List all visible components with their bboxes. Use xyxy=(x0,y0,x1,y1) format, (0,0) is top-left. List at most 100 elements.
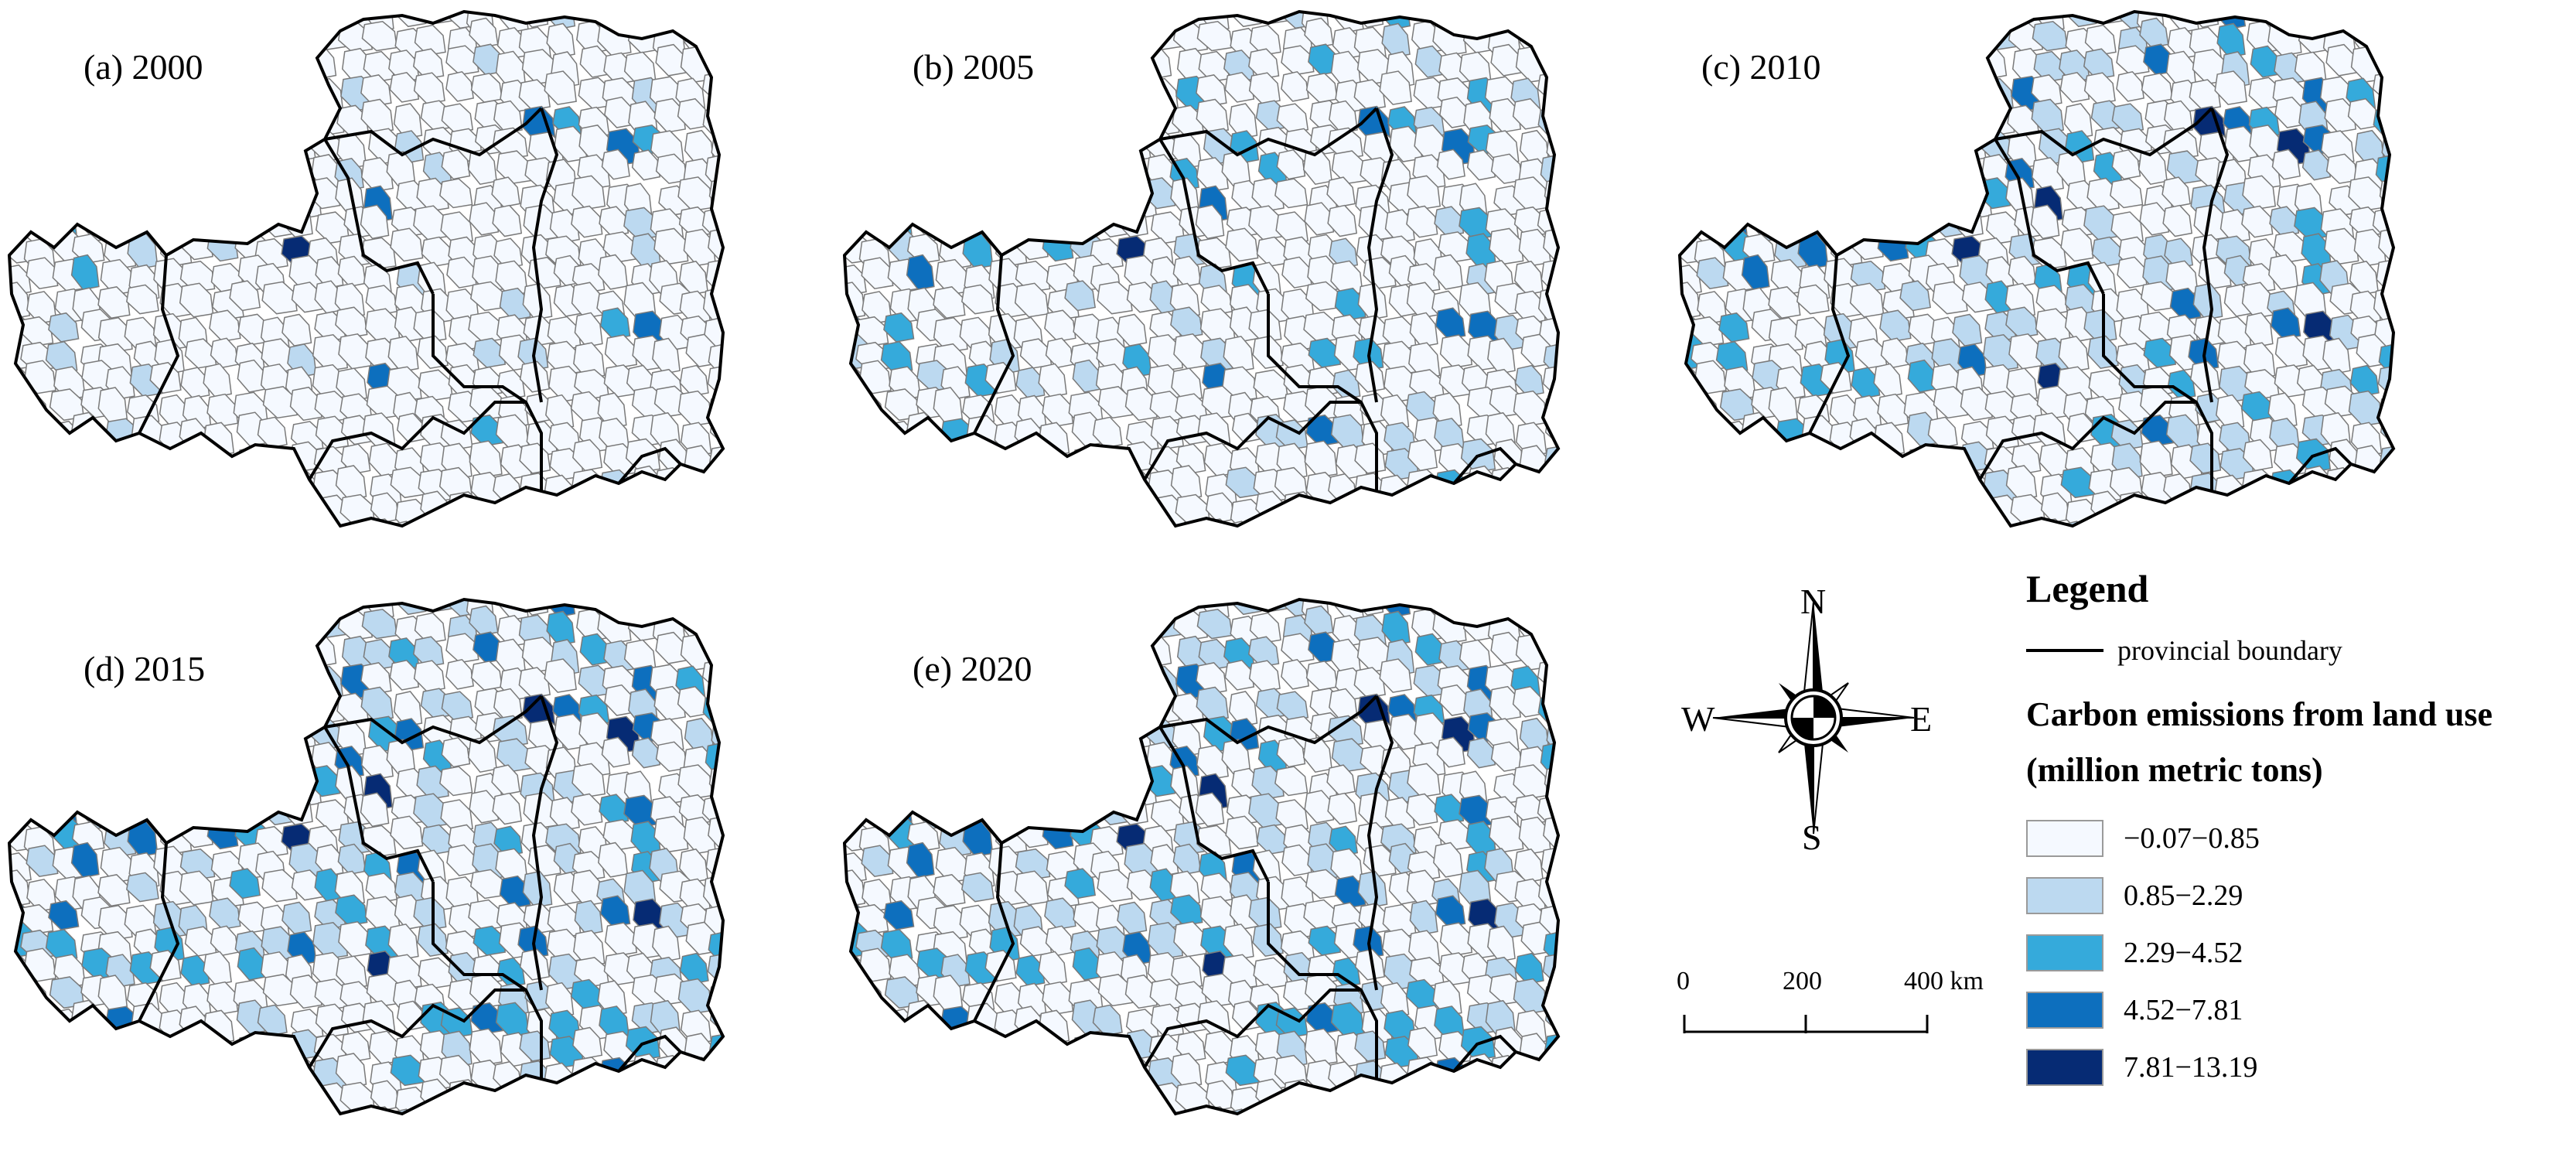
county-cell xyxy=(257,78,293,114)
county-cell xyxy=(1357,870,1388,908)
county-cell xyxy=(1015,12,1048,35)
emissions-title-line2: (million metric tons) xyxy=(2026,751,2323,789)
county-cell xyxy=(2375,12,2393,30)
county-cell xyxy=(416,765,449,800)
county-cell xyxy=(1408,342,1441,380)
county-cell xyxy=(1752,549,1786,557)
county-cell xyxy=(732,98,763,132)
county-cell xyxy=(206,12,238,32)
provincial-boundary xyxy=(1143,401,1361,481)
county-cell xyxy=(738,1081,765,1117)
county-cell xyxy=(985,473,1017,504)
county-cell xyxy=(1568,818,1595,852)
county-cell xyxy=(1537,1108,1558,1114)
county-cell xyxy=(9,389,29,426)
county-cell xyxy=(1043,550,1076,557)
county-cell xyxy=(1846,204,1878,237)
county-cell xyxy=(1466,737,1496,769)
county-cell xyxy=(2196,521,2226,526)
county-cell xyxy=(880,599,913,620)
county-cell xyxy=(886,719,918,753)
county-cell xyxy=(413,72,445,104)
county-cell xyxy=(9,977,29,1014)
county-cell xyxy=(859,1003,894,1034)
county-cell xyxy=(2005,306,2039,339)
county-cell xyxy=(1934,548,1967,557)
county-cell xyxy=(9,1002,23,1040)
county-cell xyxy=(2083,72,2116,104)
county-cell xyxy=(731,176,763,210)
county-cell xyxy=(179,848,216,881)
county-cell xyxy=(2111,149,2141,180)
county-cell xyxy=(264,548,297,557)
county-cell xyxy=(1543,227,1558,263)
county-cell xyxy=(1066,1136,1099,1145)
county-cell xyxy=(1381,610,1411,646)
county-cell xyxy=(625,1105,657,1114)
county-cell xyxy=(1173,549,1203,557)
county-cell xyxy=(861,766,896,801)
county-cell xyxy=(2241,205,2274,238)
county-cell xyxy=(229,280,261,312)
county-cell xyxy=(205,19,239,50)
county-cell xyxy=(421,824,452,855)
county-cell xyxy=(1304,501,1341,526)
county-cell xyxy=(1099,548,1132,557)
county-cell xyxy=(1066,667,1102,705)
county-cell xyxy=(550,524,582,526)
county-cell xyxy=(705,12,723,30)
county-cell xyxy=(844,951,865,984)
county-cell xyxy=(26,179,60,213)
county-cell xyxy=(185,550,212,557)
county-cell xyxy=(1329,825,1359,857)
county-cell xyxy=(1540,466,1558,505)
county-cell xyxy=(360,74,392,107)
county-cell xyxy=(631,737,661,769)
county-cell xyxy=(235,715,271,752)
county-cell xyxy=(1797,128,1827,159)
county-cell xyxy=(1119,77,1152,113)
county-cell xyxy=(881,766,915,803)
county-cell xyxy=(1568,98,1598,132)
legend-title: Legend xyxy=(2026,567,2149,610)
county-cell xyxy=(2408,493,2435,529)
county-cell xyxy=(2219,551,2247,557)
county-cell xyxy=(844,21,869,58)
county-cell xyxy=(80,496,114,526)
county-cell xyxy=(985,1060,1017,1092)
county-cell xyxy=(1857,467,1890,504)
county-cell xyxy=(1490,1142,1520,1145)
county-cell xyxy=(418,555,452,557)
county-cell xyxy=(1336,1081,1366,1114)
county-cell xyxy=(1824,158,1861,191)
county-cell xyxy=(1223,336,1254,373)
county-cell xyxy=(150,523,180,526)
county-cell xyxy=(232,599,263,616)
county-cell xyxy=(1795,547,1827,557)
county-cell xyxy=(1848,27,1885,62)
county-cell xyxy=(338,549,368,557)
county-cell xyxy=(1565,900,1600,937)
county-cell xyxy=(24,1106,56,1114)
county-cell xyxy=(1822,185,1855,220)
county-cell xyxy=(1407,1026,1438,1060)
county-cell xyxy=(9,96,32,128)
county-cell xyxy=(939,445,969,476)
county-cell xyxy=(150,473,182,504)
county-cell xyxy=(1385,1112,1417,1114)
county-cell xyxy=(261,1111,295,1114)
county-cell xyxy=(441,736,471,768)
county-cell xyxy=(518,79,551,111)
county-cell xyxy=(1170,1053,1203,1088)
panel-label-2000: (a) 2000 xyxy=(84,47,203,87)
county-cell xyxy=(1224,659,1255,691)
county-cell xyxy=(2220,524,2252,526)
county-cell xyxy=(1901,26,1934,60)
county-cell xyxy=(1900,101,1932,137)
county-cell xyxy=(284,631,314,663)
county-cell xyxy=(97,904,133,941)
legend-swatch-2 xyxy=(2026,934,2103,971)
county-cell xyxy=(70,183,102,218)
county-cell xyxy=(22,49,53,84)
county-cell xyxy=(858,612,892,649)
